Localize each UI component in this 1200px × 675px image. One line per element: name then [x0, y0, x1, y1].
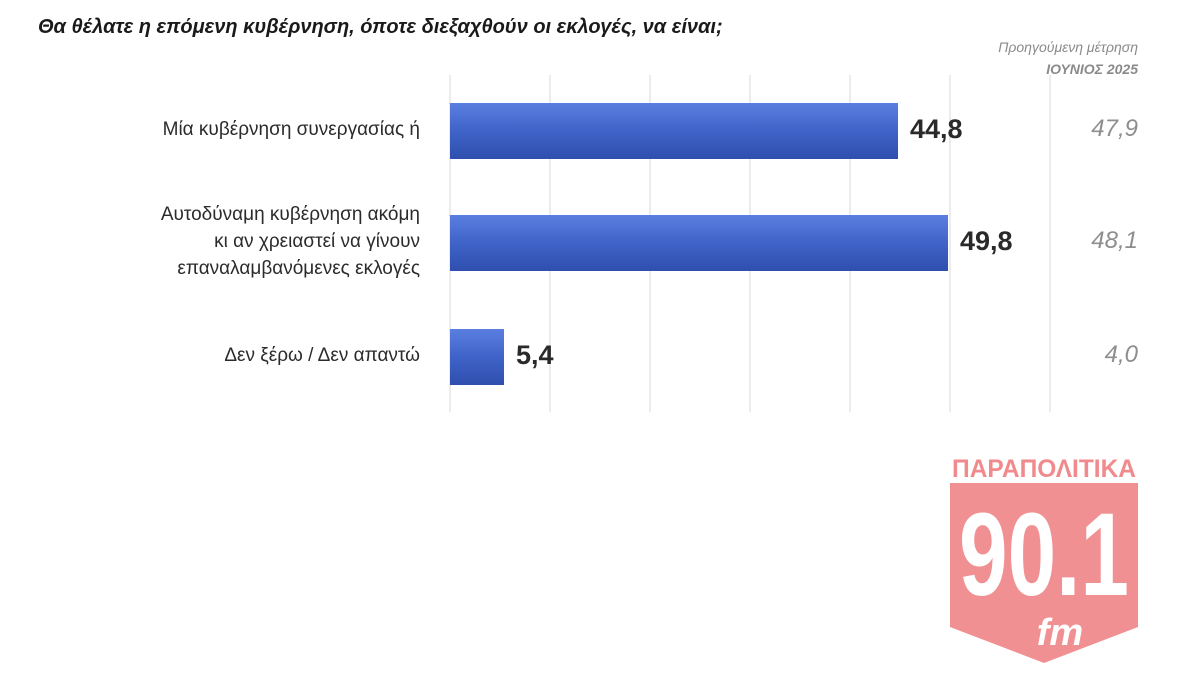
bar-3 [450, 329, 504, 385]
category-label-line: Αυτοδύναμη κυβέρνηση ακόμη [160, 203, 420, 225]
radio-logo: ΠΑΡΑΠΟΛΙΤΙΚΑ 90.1 fm [950, 455, 1138, 663]
svg-text:fm: fm [1037, 612, 1083, 654]
bar-1 [450, 103, 898, 159]
category-label-line: Δεν ξέρω / Δεν απαντώ [224, 344, 420, 366]
bar-value-label: 49,8 [960, 226, 1013, 256]
category-label: Μία κυβέρνηση συνεργασίας ή [20, 116, 420, 143]
category-label: Αυτοδύναμη κυβέρνηση ακόμη κι αν χρειαστε… [20, 201, 420, 282]
previous-value-label: 4,0 [1104, 341, 1138, 368]
previous-measurement-date: ΙΟΥΝΙΟΣ 2025 [1046, 61, 1138, 77]
bar-value-label: 5,4 [516, 340, 554, 370]
category-label-line: Μία κυβέρνηση συνεργασίας ή [162, 118, 420, 140]
previous-value-label: 48,1 [1091, 227, 1138, 254]
category-label-line: επαναλαμβανόμενες εκλογές [177, 257, 420, 279]
previous-measurement-header: Προηγούμενη μέτρηση ΙΟΥΝΙΟΣ 2025 [998, 36, 1138, 80]
bar-2 [450, 215, 948, 271]
previous-measurement-label: Προηγούμενη μέτρηση [998, 39, 1138, 55]
category-label-line: κι αν χρειαστεί να γίνουν [214, 230, 420, 252]
category-label: Δεν ξέρω / Δεν απαντώ [20, 342, 420, 369]
svg-text:ΠΑΡΑΠΟΛΙΤΙΚΑ: ΠΑΡΑΠΟΛΙΤΙΚΑ [952, 455, 1136, 483]
bar-chart [449, 75, 1051, 412]
svg-text:90.1: 90.1 [959, 489, 1129, 621]
bar-value-label: 44,8 [910, 114, 963, 144]
chart-title: Θα θέλατε η επόμενη κυβέρνηση, όποτε διε… [38, 16, 723, 38]
previous-value-label: 47,9 [1091, 115, 1138, 142]
